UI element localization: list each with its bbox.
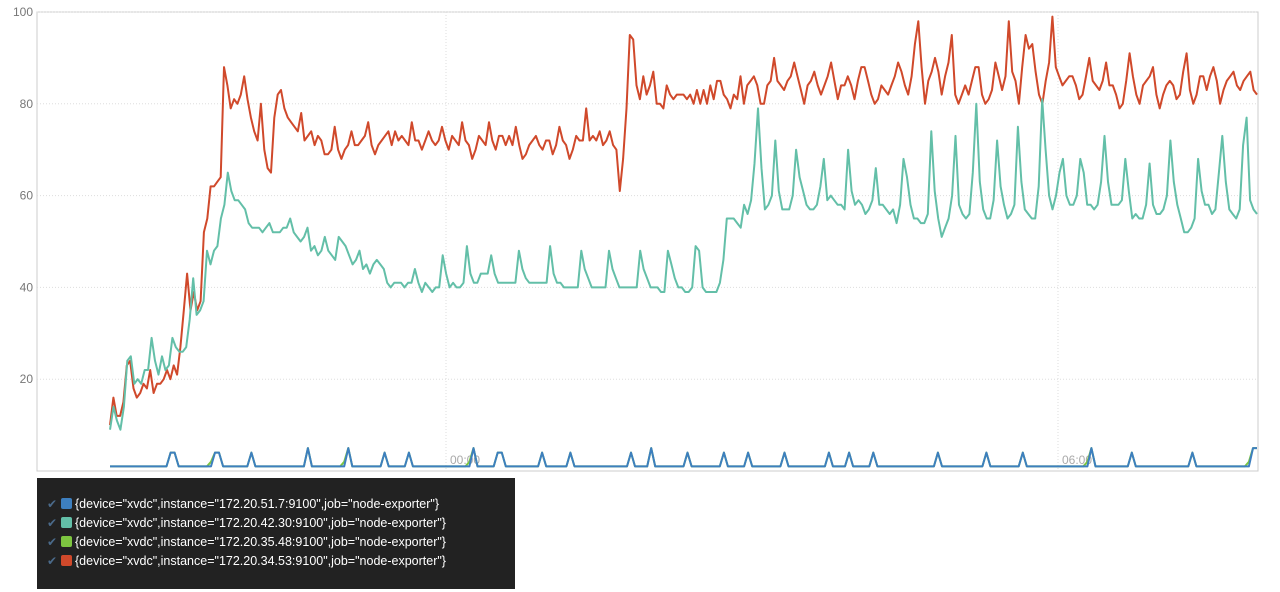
- y-tick-label: 20: [20, 372, 34, 386]
- y-tick-label: 40: [20, 280, 34, 294]
- gridlines: [37, 11, 1258, 471]
- legend-item-172-20-34-53[interactable]: ✔ {device="xvdc",instance="172.20.34.53:…: [47, 551, 515, 570]
- series-lines: [109, 15, 1258, 468]
- legend-swatch: [61, 498, 72, 509]
- legend-swatch: [61, 536, 72, 547]
- x-tick-label: 00:00: [450, 453, 480, 467]
- legend-label: {device="xvdc",instance="172.20.51.7:910…: [75, 496, 440, 511]
- series-line-1: [109, 98, 1258, 431]
- legend-label: {device="xvdc",instance="172.20.42.30:91…: [75, 515, 446, 530]
- series-line-0: [110, 447, 1257, 468]
- legend-swatch: [61, 517, 72, 528]
- plot-area: [36, 11, 1259, 472]
- legend-label: {device="xvdc",instance="172.20.35.48:91…: [75, 534, 446, 549]
- check-icon[interactable]: ✔: [47, 496, 58, 511]
- check-icon[interactable]: ✔: [47, 534, 58, 549]
- y-tick-label: 80: [20, 97, 34, 111]
- y-tick-label: 100: [13, 5, 33, 19]
- legend: ✔ {device="xvdc",instance="172.20.51.7:9…: [37, 478, 515, 589]
- y-tick-label: 60: [20, 189, 34, 203]
- legend-label: {device="xvdc",instance="172.20.34.53:91…: [75, 553, 446, 568]
- check-icon[interactable]: ✔: [47, 515, 58, 530]
- legend-item-172-20-35-48[interactable]: ✔ {device="xvdc",instance="172.20.35.48:…: [47, 532, 515, 551]
- legend-swatch: [61, 555, 72, 566]
- legend-item-172-20-42-30[interactable]: ✔ {device="xvdc",instance="172.20.42.30:…: [47, 513, 515, 532]
- series-line-3: [109, 15, 1258, 426]
- legend-item-172-20-51-7[interactable]: ✔ {device="xvdc",instance="172.20.51.7:9…: [47, 494, 515, 513]
- check-icon[interactable]: ✔: [47, 553, 58, 568]
